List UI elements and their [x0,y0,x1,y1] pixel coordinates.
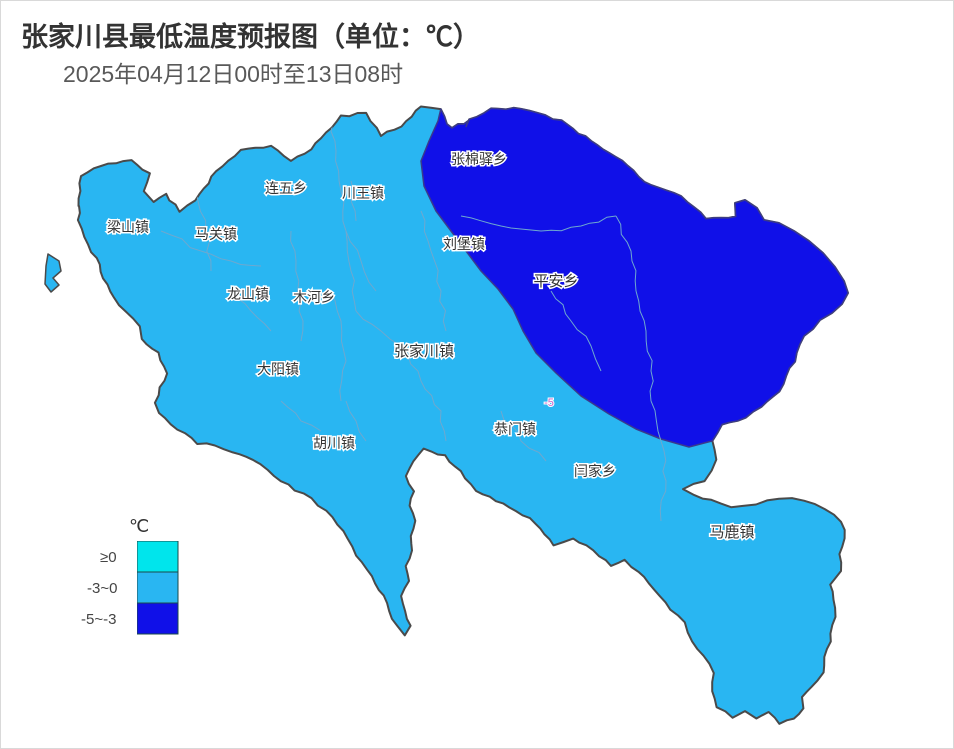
svg-text:张棉驿乡: 张棉驿乡 [451,151,507,167]
svg-text:梁山镇: 梁山镇 [107,219,149,235]
svg-text:大阳镇: 大阳镇 [257,361,299,377]
svg-text:恭门镇: 恭门镇 [494,421,536,437]
svg-text:马关镇: 马关镇 [195,226,237,242]
svg-text:川王镇: 川王镇 [342,185,384,201]
svg-text:-5: -5 [544,397,554,409]
svg-text:胡川镇: 胡川镇 [313,435,355,451]
svg-text:龙山镇: 龙山镇 [227,286,269,302]
svg-text:刘堡镇: 刘堡镇 [443,236,485,252]
svg-text:马鹿镇: 马鹿镇 [709,524,754,541]
svg-text:闫家乡: 闫家乡 [574,463,616,479]
svg-text:平安乡: 平安乡 [533,273,578,290]
svg-text:连五乡: 连五乡 [265,180,307,196]
svg-text:木河乡: 木河乡 [293,289,335,305]
svg-text:张家川镇: 张家川镇 [394,343,454,360]
